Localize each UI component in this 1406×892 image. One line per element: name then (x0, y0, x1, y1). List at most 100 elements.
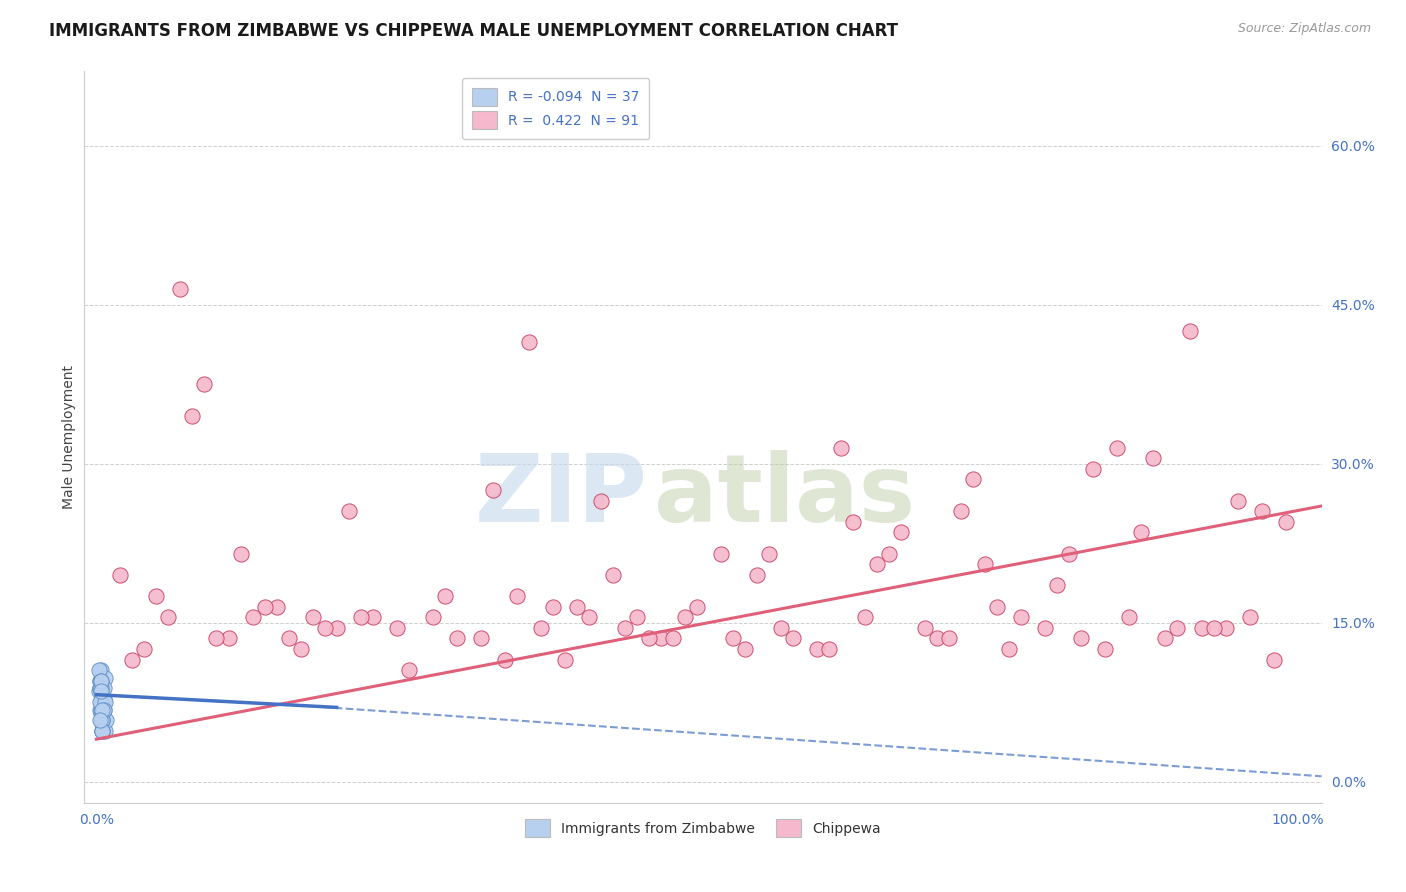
Point (157, 610, 180, 624)
Point (87, 663, 110, 677)
Point (90, 706, 112, 720)
Point (90, 673, 112, 688)
Point (541, 599, 564, 614)
Point (877, 547, 900, 561)
Point (517, 334, 540, 349)
Point (1202, 621, 1225, 635)
Legend: Immigrants from Zimbabwe, Chippewa: Immigrants from Zimbabwe, Chippewa (516, 810, 890, 847)
Point (1263, 653, 1285, 667)
Point (169, 282, 191, 296)
Point (818, 642, 841, 657)
Point (721, 632, 744, 646)
Point (1046, 578, 1069, 592)
Point (91, 716, 114, 731)
Point (90, 663, 112, 677)
Point (91, 713, 114, 727)
Point (90, 702, 112, 716)
Point (385, 621, 408, 635)
Point (1226, 493, 1249, 508)
Point (578, 610, 600, 624)
Point (554, 653, 576, 667)
Point (266, 599, 288, 614)
Point (90, 695, 112, 709)
Point (229, 547, 252, 561)
Point (89, 713, 111, 727)
Point (91, 702, 114, 716)
Point (914, 621, 936, 635)
Point (89, 681, 111, 696)
Point (638, 632, 661, 646)
Point (193, 377, 215, 392)
Point (1033, 621, 1056, 635)
Point (974, 558, 997, 572)
Point (90, 681, 112, 696)
Point (589, 493, 612, 508)
Point (506, 589, 529, 603)
Point (830, 441, 852, 455)
Point (758, 547, 780, 561)
Point (782, 632, 804, 646)
Point (422, 610, 444, 624)
Text: atlas: atlas (654, 450, 914, 541)
Point (626, 610, 648, 624)
Point (1059, 547, 1081, 561)
Point (1094, 642, 1116, 657)
Point (1083, 462, 1105, 476)
Point (91, 723, 114, 738)
Point (90, 681, 112, 696)
Point (145, 589, 167, 603)
Point (91, 713, 114, 727)
Point (613, 621, 636, 635)
Point (1118, 610, 1140, 624)
Point (1070, 632, 1092, 646)
Text: IMMIGRANTS FROM ZIMBABWE VS CHIPPEWA MALE UNEMPLOYMENT CORRELATION CHART: IMMIGRANTS FROM ZIMBABWE VS CHIPPEWA MAL… (49, 22, 898, 40)
Point (218, 632, 240, 646)
Point (94, 713, 117, 727)
Point (662, 632, 685, 646)
Point (686, 599, 709, 614)
Point (650, 632, 672, 646)
Point (301, 610, 323, 624)
Point (277, 632, 299, 646)
Point (87, 684, 110, 698)
Point (91, 723, 114, 738)
Point (93, 681, 115, 696)
Point (94, 671, 117, 685)
Y-axis label: Male Unemployment: Male Unemployment (62, 365, 76, 509)
Point (1178, 324, 1201, 338)
Point (565, 599, 588, 614)
Point (890, 525, 912, 540)
Point (398, 663, 420, 677)
Point (91, 713, 114, 727)
Point (134, 642, 156, 657)
Point (110, 567, 132, 582)
Point (1250, 504, 1272, 518)
Point (950, 504, 973, 518)
Point (205, 632, 228, 646)
Point (94, 723, 117, 738)
Point (121, 653, 143, 667)
Point (94, 695, 117, 709)
Point (93, 692, 115, 706)
Point (1107, 441, 1129, 455)
Point (325, 621, 347, 635)
Point (91, 723, 114, 738)
Point (986, 599, 1008, 614)
Text: Source: ZipAtlas.com: Source: ZipAtlas.com (1237, 22, 1371, 36)
Point (93, 702, 115, 716)
Point (1215, 621, 1237, 635)
Point (1239, 610, 1261, 624)
Point (350, 610, 373, 624)
Point (494, 653, 516, 667)
Point (1274, 515, 1296, 529)
Point (1191, 621, 1213, 635)
Point (470, 632, 492, 646)
Point (181, 409, 204, 423)
Point (91, 702, 114, 716)
Point (1130, 525, 1153, 540)
Point (938, 632, 960, 646)
Point (290, 642, 312, 657)
Point (361, 610, 384, 624)
Point (745, 567, 768, 582)
Point (253, 599, 276, 614)
